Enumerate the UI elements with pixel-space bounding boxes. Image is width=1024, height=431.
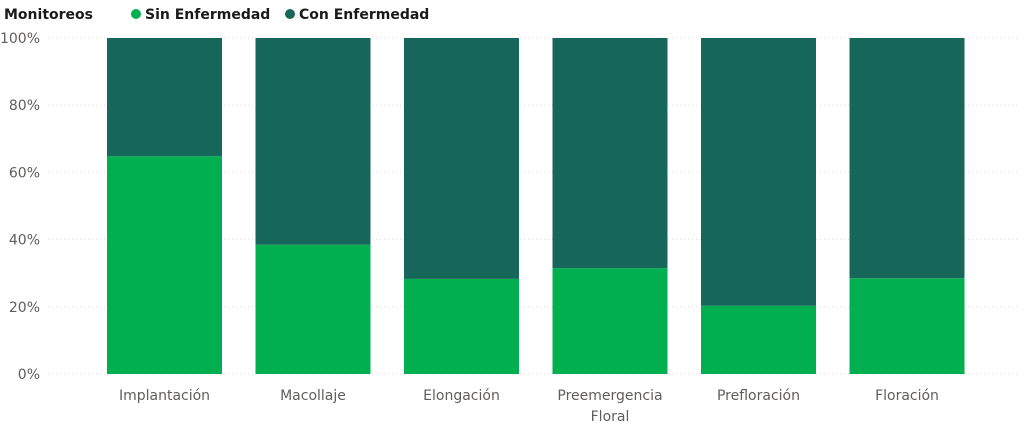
y-tick-label: 20% [9, 300, 40, 316]
legend-label-2: Con Enfermedad [299, 7, 429, 23]
bar-segment-sin-enfermedad[interactable] [255, 244, 371, 374]
y-tick-label: 40% [9, 233, 40, 249]
bars [107, 38, 965, 374]
bar-segment-sin-enfermedad[interactable] [552, 268, 668, 374]
bar-segment-sin-enfermedad[interactable] [404, 278, 519, 374]
legend-marker-2 [285, 9, 295, 19]
y-tick-label: 60% [9, 165, 40, 181]
x-category-label: Elongación [423, 388, 500, 404]
bar-segment-con-enfermedad[interactable] [107, 38, 222, 157]
bar-segment-con-enfermedad[interactable] [404, 38, 519, 279]
bar-segment-con-enfermedad[interactable] [552, 38, 668, 269]
legend-label-1: Sin Enfermedad [145, 7, 270, 23]
legend-title: Monitoreos [4, 7, 93, 23]
y-tick-label: 0% [18, 367, 40, 383]
y-axis: 0% 20% 40% 60% 80% 100% [0, 31, 40, 383]
x-category-label: Implantación [119, 388, 210, 404]
legend-marker-1 [131, 9, 141, 19]
bar-segment-con-enfermedad[interactable] [701, 38, 816, 306]
y-tick-label: 100% [0, 31, 40, 47]
bar-segment-con-enfermedad[interactable] [255, 38, 371, 245]
bar-segment-sin-enfermedad[interactable] [849, 278, 965, 374]
x-category-label: Floral [591, 409, 630, 425]
x-category-label: Preemergencia [557, 388, 662, 404]
legend: Monitoreos Sin Enfermedad Con Enfermedad [4, 7, 429, 23]
x-category-label: Floración [875, 388, 939, 404]
y-tick-label: 80% [9, 98, 40, 114]
x-axis: Implantación Macollaje Elongación Preemerge… [119, 388, 939, 425]
bar-segment-con-enfermedad[interactable] [849, 38, 965, 279]
x-category-label: Macollaje [280, 388, 346, 404]
bar-segment-sin-enfermedad[interactable] [701, 305, 816, 374]
x-category-label: Prefloración [717, 388, 800, 404]
bar-segment-sin-enfermedad[interactable] [107, 156, 222, 374]
